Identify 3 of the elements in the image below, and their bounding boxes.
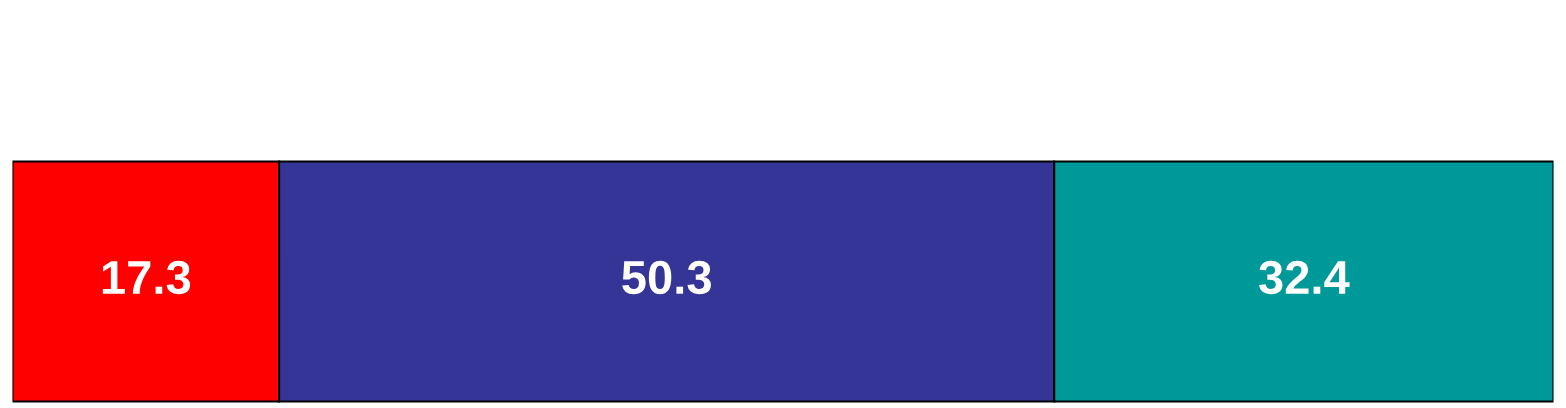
data-label: 32.4 <box>1258 260 1350 295</box>
data-label: 50.3 <box>622 260 711 295</box>
data-label: 17.3 <box>102 260 191 295</box>
